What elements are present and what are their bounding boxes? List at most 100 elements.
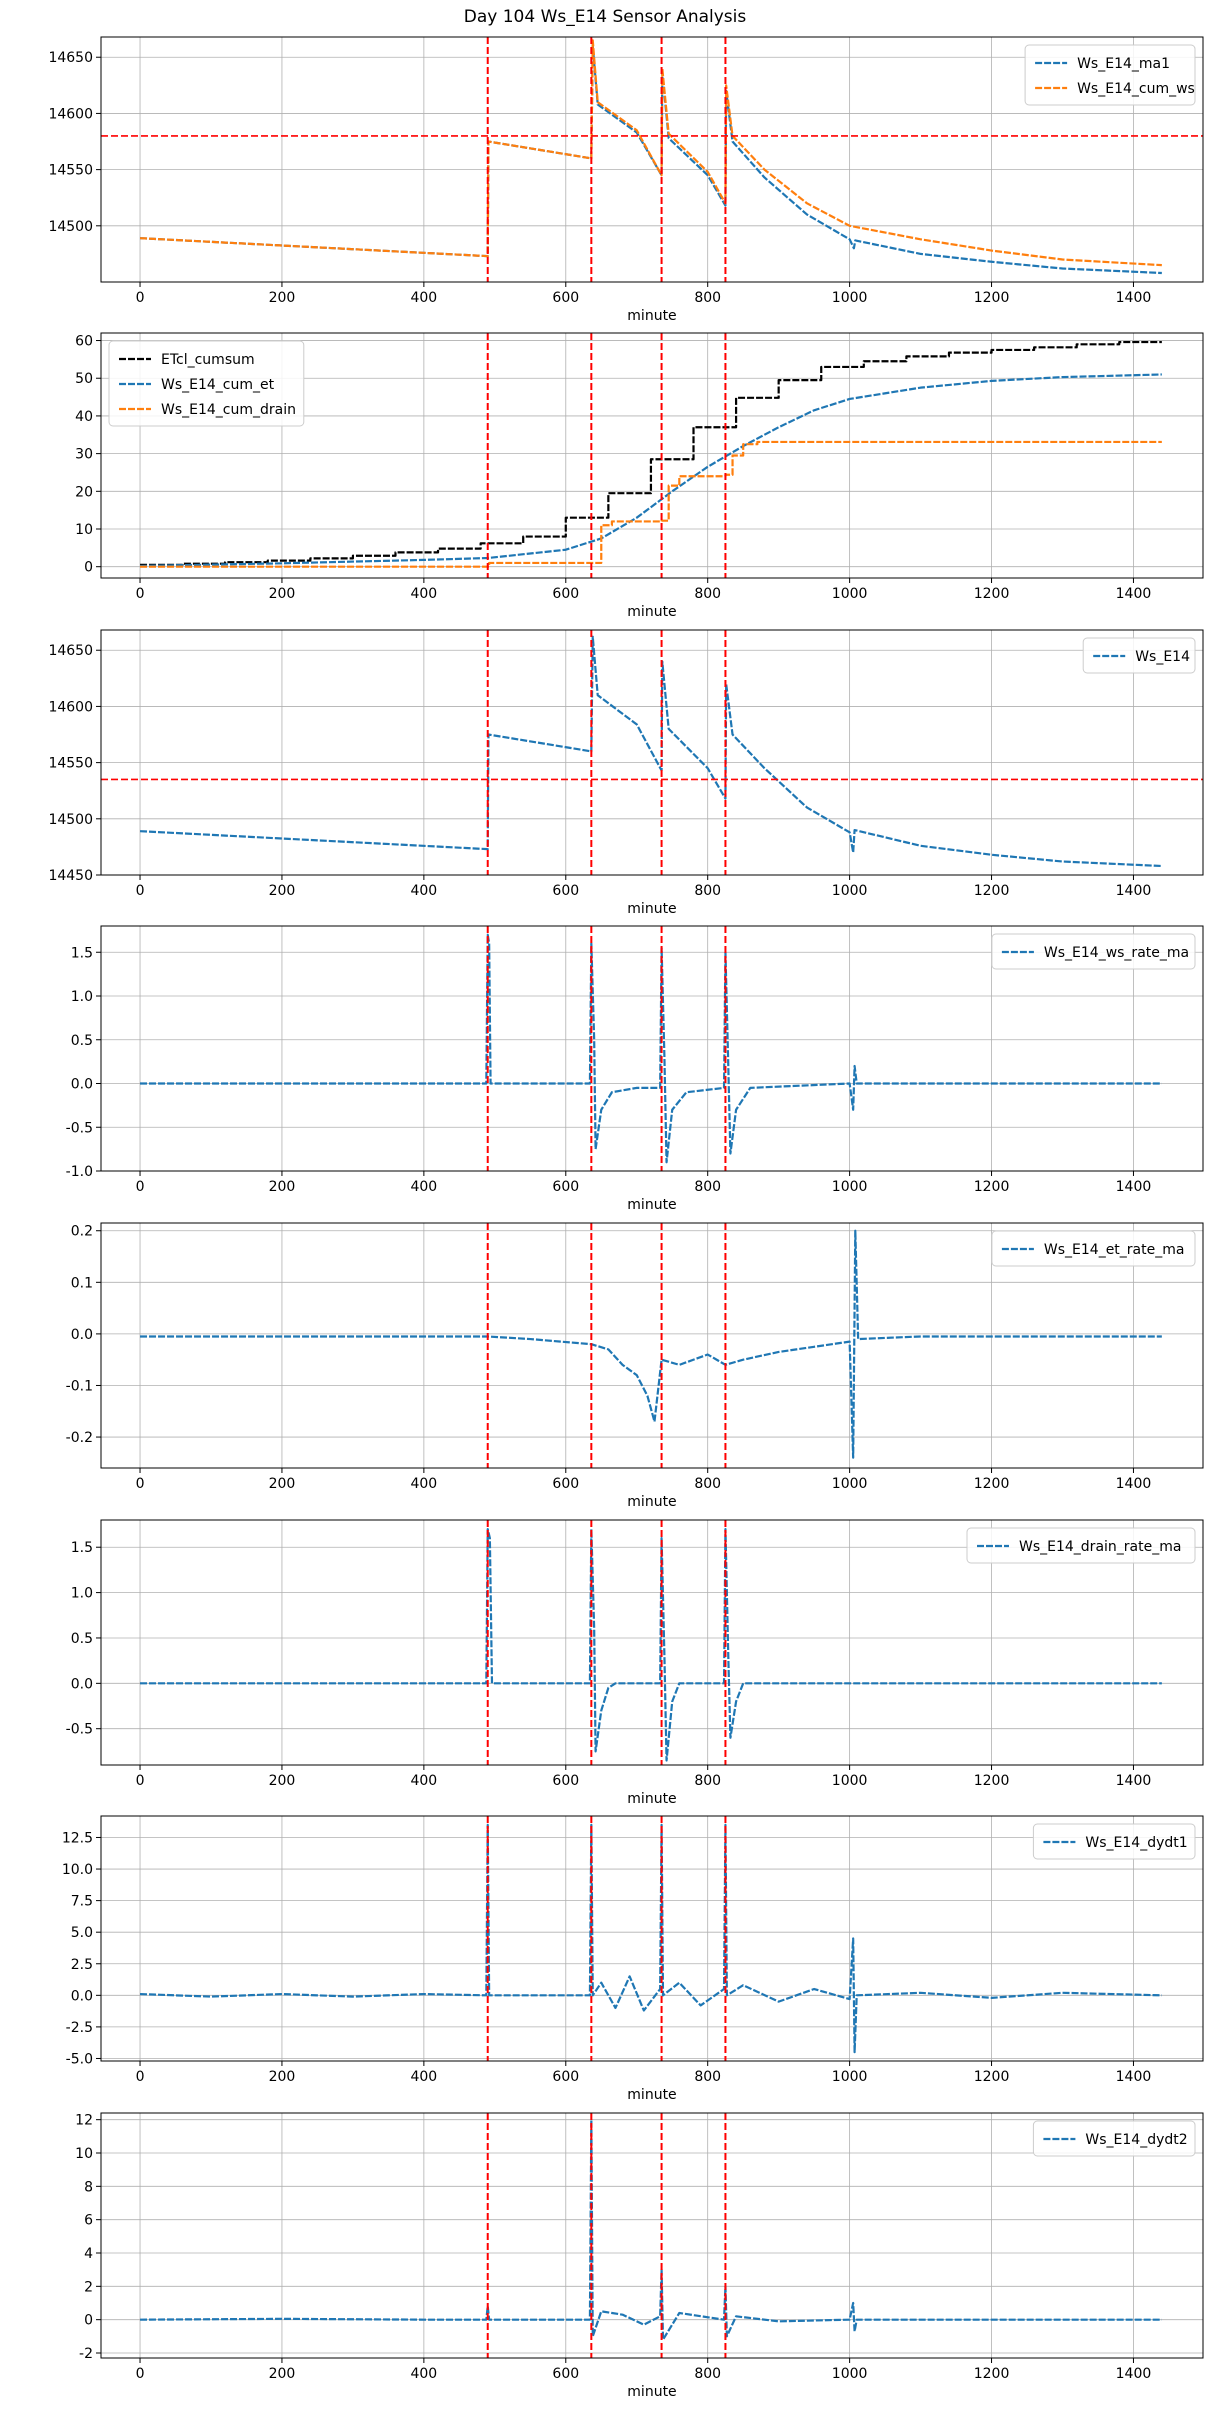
x-tick-label: 1200 <box>974 2069 1010 2085</box>
x-tick-label: 1400 <box>1116 2069 1152 2085</box>
x-tick-label: 200 <box>269 2069 296 2085</box>
legend-label: Ws_E14 <box>1135 649 1190 665</box>
x-tick-label: 800 <box>694 2069 721 2085</box>
x-tick-label: 1200 <box>974 883 1010 899</box>
figure-title: Day 104 Ws_E14 Sensor Analysis <box>464 7 747 27</box>
x-tick-label: 800 <box>694 1179 721 1195</box>
legend-label: Ws_E14_cum_drain <box>161 402 296 418</box>
x-tick-label: 1400 <box>1116 1773 1152 1789</box>
legend-label: Ws_E14_dydt2 <box>1085 2132 1187 2148</box>
subplot-1: 0 200 400 600 800 1000 1200 1400 14500 14550 14600… <box>48 36 1204 324</box>
y-tick-label: -0.5 <box>66 1120 93 1136</box>
y-tick-label: -0.2 <box>66 1430 93 1446</box>
x-tick-label: 1200 <box>974 290 1010 306</box>
plot-area <box>140 926 1162 1171</box>
x-tick-label: 0 <box>136 2069 145 2085</box>
y-tick-label: 7.5 <box>71 1894 93 1910</box>
x-tick-label: 400 <box>410 586 437 602</box>
x-tick-label: 400 <box>410 1773 437 1789</box>
x-axis-label: minute <box>627 901 676 917</box>
x-tick-label: 800 <box>694 2366 721 2382</box>
x-tick-label: 1200 <box>974 1773 1010 1789</box>
series-line <box>140 373 1162 568</box>
x-tick-label: 1000 <box>832 1476 868 1492</box>
axes-frame <box>100 2112 1204 2359</box>
y-tick-label: 10 <box>75 522 93 538</box>
series-line <box>139 39 1162 267</box>
x-tick-label: 1200 <box>974 2366 1010 2382</box>
x-tick-label: 600 <box>552 586 579 602</box>
x-tick-label: 1200 <box>974 1179 1010 1195</box>
subplot-3: 0 200 400 600 800 1000 1200 1400 14450 14500 14550… <box>48 629 1204 917</box>
y-tick-label: 1.0 <box>71 1586 93 1602</box>
legend-box <box>1032 2120 1196 2157</box>
x-tick-label: 400 <box>410 290 437 306</box>
x-axis-label: minute <box>627 2087 676 2103</box>
y-tick-label: 12.5 <box>62 1830 93 1846</box>
legend: Ws_E14_dydt2 <box>1032 2120 1196 2157</box>
x-tick-label: 0 <box>136 1476 145 1492</box>
y-tick-label: 8 <box>84 2179 93 2195</box>
y-tick-label: -1.0 <box>66 1164 93 1180</box>
y-tick-label: 60 <box>75 334 93 350</box>
series-line <box>140 1527 1162 1762</box>
series-line <box>139 635 1162 868</box>
legend-label: Ws_E14_dydt1 <box>1085 1835 1187 1851</box>
legend: Ws_E14 <box>1082 637 1196 674</box>
x-tick-label: 0 <box>136 2366 145 2382</box>
series-line <box>140 340 1162 566</box>
legend-label: Ws_E14_cum_et <box>161 377 275 393</box>
x-tick-label: 0 <box>136 883 145 899</box>
x-tick-label: 1400 <box>1116 2366 1152 2382</box>
x-tick-label: 400 <box>410 2069 437 2085</box>
y-tick-label: 1.5 <box>71 1540 93 1556</box>
y-tick-label: 14600 <box>48 699 93 715</box>
subplot-4: 0 200 400 600 800 1000 1200 1400 -1.0 -0.5 0.0 0.5 1… <box>66 925 1204 1213</box>
x-tick-label: 200 <box>269 1476 296 1492</box>
x-tick-label: 0 <box>136 290 145 306</box>
x-tick-label: 1000 <box>832 2069 868 2085</box>
y-tick-label: 6 <box>84 2213 93 2229</box>
y-tick-label: 20 <box>75 484 93 500</box>
x-tick-label: 400 <box>410 2366 437 2382</box>
x-tick-label: 1200 <box>974 586 1010 602</box>
x-tick-label: 400 <box>410 1476 437 1492</box>
y-tick-label: -0.5 <box>66 1722 93 1738</box>
axes-frame <box>100 332 1204 579</box>
y-tick-label: 10.0 <box>62 1862 93 1878</box>
y-tick-label: -0.1 <box>66 1378 93 1394</box>
y-tick-label: -5.0 <box>66 2051 93 2067</box>
subplot-8: 0 200 400 600 800 1000 1200 1400 -2 0 2 4 6 8 10 12 minu… <box>75 2112 1204 2400</box>
x-tick-label: 800 <box>694 1476 721 1492</box>
x-tick-label: 200 <box>269 2366 296 2382</box>
y-tick-label: 14500 <box>48 219 93 235</box>
x-tick-label: 1400 <box>1116 1179 1152 1195</box>
y-tick-label: 12 <box>75 2113 93 2129</box>
series-line <box>140 440 1162 568</box>
axes-frame <box>100 629 1204 876</box>
legend-box <box>1082 637 1196 674</box>
x-tick-label: 200 <box>269 586 296 602</box>
subplot-5: 0 200 400 600 800 1000 1200 1400 -0.2 -0.1 0.0 0.1 0… <box>66 1222 1204 1510</box>
x-axis-label: minute <box>627 1791 676 1807</box>
x-tick-label: 1400 <box>1116 883 1152 899</box>
legend: Ws_E14_dydt1 <box>1032 1823 1196 1860</box>
axes-frame <box>100 925 1204 1172</box>
y-tick-label: 14550 <box>48 756 93 772</box>
x-tick-label: 1400 <box>1116 1476 1152 1492</box>
axes-frame <box>100 1222 1204 1469</box>
series-line <box>139 44 1162 275</box>
y-tick-label: 2.5 <box>71 1957 93 1973</box>
subplot-6: 0 200 400 600 800 1000 1200 1400 -0.5 0.0 0.5 1.0 1.… <box>66 1519 1204 1807</box>
y-tick-label: 1.0 <box>71 989 93 1005</box>
x-tick-label: 800 <box>694 586 721 602</box>
y-tick-label: 14650 <box>48 50 93 66</box>
x-tick-label: 1000 <box>832 1773 868 1789</box>
legend-label: Ws_E14_cum_ws <box>1077 81 1195 97</box>
plot-area <box>140 2113 1162 2358</box>
x-tick-label: 0 <box>136 1179 145 1195</box>
y-tick-label: 0 <box>84 560 93 576</box>
x-tick-label: 1000 <box>832 290 868 306</box>
